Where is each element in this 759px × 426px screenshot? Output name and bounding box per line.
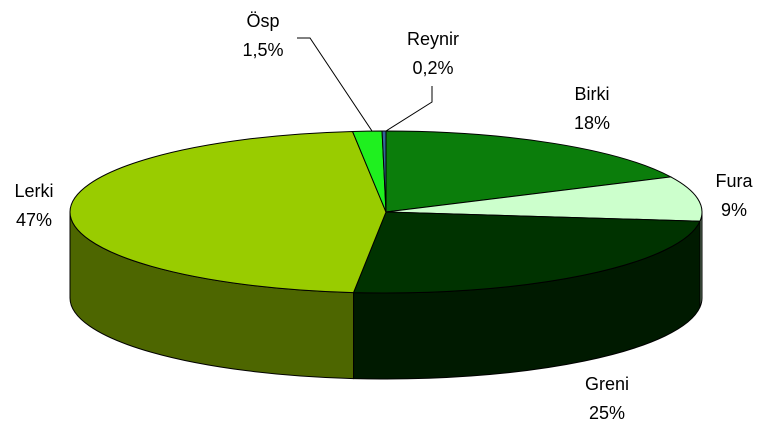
leader-line — [385, 86, 433, 132]
value-label: 47% — [16, 210, 52, 230]
pie-slice — [69, 130, 387, 294]
value-label: 18% — [574, 113, 610, 133]
slice-label: Greni — [585, 374, 629, 394]
slice-label: Fura — [715, 171, 753, 191]
pie-slice — [352, 211, 701, 294]
pie-slice — [385, 176, 703, 222]
pie-tops — [69, 130, 703, 294]
slice-label: Birki — [575, 84, 610, 104]
pie-sides — [69, 211, 703, 380]
labels: Birki 18% Fura 9% Greni 25% Lerki 47% Ösp 1,5% Rey… — [14, 11, 753, 423]
slice-label: Lerki — [14, 181, 53, 201]
value-label: 9% — [721, 200, 747, 220]
value-label: 0,2% — [412, 58, 453, 78]
pie-slice — [385, 130, 673, 213]
pie-slice — [381, 130, 387, 213]
value-label: 25% — [589, 403, 625, 423]
leader-line — [297, 37, 373, 132]
slice-label: Ösp — [246, 11, 279, 31]
slice-label: Reynir — [407, 29, 459, 49]
value-label: 1,5% — [242, 40, 283, 60]
